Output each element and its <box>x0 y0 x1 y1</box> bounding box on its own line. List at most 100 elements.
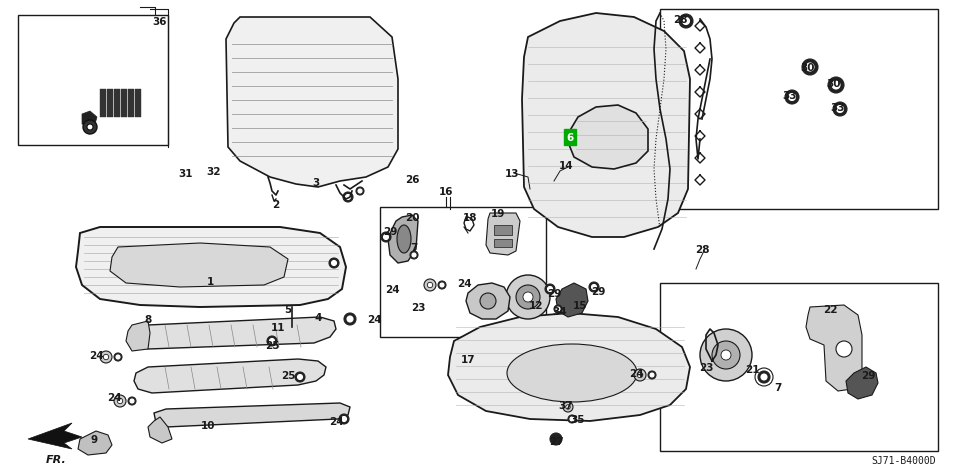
Text: 9: 9 <box>91 434 98 444</box>
Bar <box>107 90 113 118</box>
Bar <box>494 239 512 248</box>
Circle shape <box>700 329 752 381</box>
Circle shape <box>270 339 274 344</box>
Circle shape <box>295 372 305 382</box>
Text: SJ71-B4000D: SJ71-B4000D <box>871 455 936 465</box>
Circle shape <box>410 251 418 259</box>
Text: FR.: FR. <box>46 454 66 464</box>
Text: 24: 24 <box>457 278 471 288</box>
Circle shape <box>548 287 553 292</box>
Circle shape <box>424 279 436 291</box>
Ellipse shape <box>397 226 411 253</box>
Bar <box>100 90 106 118</box>
Polygon shape <box>226 18 398 188</box>
Circle shape <box>683 19 689 25</box>
Circle shape <box>381 232 391 242</box>
Polygon shape <box>126 321 150 351</box>
Text: 24: 24 <box>367 314 381 324</box>
Bar <box>128 90 134 118</box>
Text: 36: 36 <box>153 17 167 27</box>
Polygon shape <box>448 313 690 421</box>
Text: 28: 28 <box>673 15 687 25</box>
Text: 8: 8 <box>144 314 152 324</box>
Circle shape <box>679 15 693 29</box>
Circle shape <box>545 284 555 294</box>
Circle shape <box>785 91 799 105</box>
Polygon shape <box>110 244 288 288</box>
Circle shape <box>114 395 126 407</box>
Circle shape <box>554 306 562 313</box>
Circle shape <box>570 417 574 421</box>
Circle shape <box>589 282 599 292</box>
Circle shape <box>118 398 122 404</box>
Polygon shape <box>134 359 326 393</box>
Text: 35: 35 <box>571 414 585 424</box>
Circle shape <box>802 60 818 76</box>
Circle shape <box>128 397 136 405</box>
Text: 11: 11 <box>271 322 285 332</box>
Bar <box>660 283 938 451</box>
Text: 24: 24 <box>629 368 643 378</box>
Circle shape <box>87 125 93 131</box>
Circle shape <box>116 355 120 359</box>
Circle shape <box>634 369 646 381</box>
Text: 10: 10 <box>201 420 215 430</box>
Polygon shape <box>28 423 82 449</box>
Bar <box>18 16 168 146</box>
Text: 26: 26 <box>404 175 420 185</box>
Text: 34: 34 <box>553 307 567 317</box>
Bar <box>494 226 512 236</box>
Polygon shape <box>556 283 588 317</box>
Circle shape <box>347 317 353 322</box>
Text: 25: 25 <box>281 370 295 380</box>
Text: 33: 33 <box>783 91 797 101</box>
Circle shape <box>563 402 573 412</box>
Ellipse shape <box>507 344 637 402</box>
Circle shape <box>506 276 550 319</box>
Text: 7: 7 <box>410 242 418 252</box>
Text: 29: 29 <box>860 370 875 380</box>
Circle shape <box>480 293 496 309</box>
Text: 23: 23 <box>411 302 425 312</box>
Polygon shape <box>78 431 112 455</box>
Text: 25: 25 <box>265 340 279 350</box>
Circle shape <box>832 82 840 90</box>
Text: 24: 24 <box>89 350 103 360</box>
Text: 29: 29 <box>547 288 561 298</box>
Text: 30: 30 <box>827 79 841 89</box>
Circle shape <box>345 195 351 200</box>
Polygon shape <box>486 214 520 256</box>
Polygon shape <box>134 317 336 349</box>
Text: 28: 28 <box>695 245 709 255</box>
Circle shape <box>556 307 560 311</box>
Circle shape <box>332 261 337 266</box>
Circle shape <box>712 341 740 369</box>
Circle shape <box>383 235 388 240</box>
Polygon shape <box>522 14 690 238</box>
Text: 3: 3 <box>313 178 319 188</box>
Text: 32: 32 <box>206 167 221 177</box>
Text: 27: 27 <box>549 436 563 446</box>
Circle shape <box>806 64 814 72</box>
Circle shape <box>412 253 416 258</box>
Text: 22: 22 <box>823 304 837 314</box>
Circle shape <box>130 399 134 403</box>
Polygon shape <box>82 112 97 128</box>
Circle shape <box>550 433 562 445</box>
Circle shape <box>592 285 597 290</box>
Bar <box>660 10 938 209</box>
Circle shape <box>828 78 844 94</box>
Circle shape <box>83 121 97 135</box>
Text: 1: 1 <box>206 277 213 287</box>
Circle shape <box>114 353 122 361</box>
Text: 20: 20 <box>404 213 420 223</box>
Circle shape <box>836 106 843 113</box>
Text: 29: 29 <box>382 227 397 237</box>
Text: 33: 33 <box>831 103 845 113</box>
Text: 18: 18 <box>463 213 477 223</box>
Circle shape <box>566 405 570 409</box>
Circle shape <box>833 103 847 117</box>
Text: 21: 21 <box>745 364 759 374</box>
Polygon shape <box>148 417 172 443</box>
Circle shape <box>356 188 364 196</box>
